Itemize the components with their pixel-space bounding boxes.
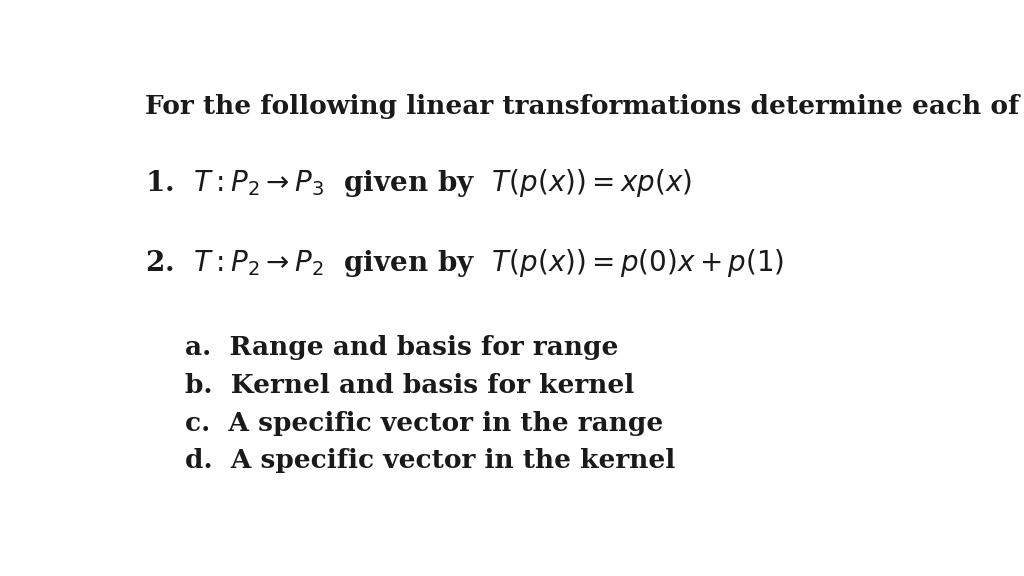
Text: 1.  $T : P_2 \rightarrow P_3$  given by  $T(p(x)) = xp(x)$: 1. $T : P_2 \rightarrow P_3$ given by $T… xyxy=(145,166,692,199)
Text: For the following linear transformations determine each of the followin: For the following linear transformations… xyxy=(145,93,1024,119)
Text: c.  A specific vector in the range: c. A specific vector in the range xyxy=(185,411,664,435)
Text: d.  A specific vector in the kernel: d. A specific vector in the kernel xyxy=(185,448,676,473)
Text: a.  Range and basis for range: a. Range and basis for range xyxy=(185,335,618,360)
Text: b.  Kernel and basis for kernel: b. Kernel and basis for kernel xyxy=(185,373,635,398)
Text: 2.  $T : P_2 \rightarrow P_2$  given by  $T(p(x)) = p(0)x + p(1)$: 2. $T : P_2 \rightarrow P_2$ given by $T… xyxy=(145,247,784,279)
